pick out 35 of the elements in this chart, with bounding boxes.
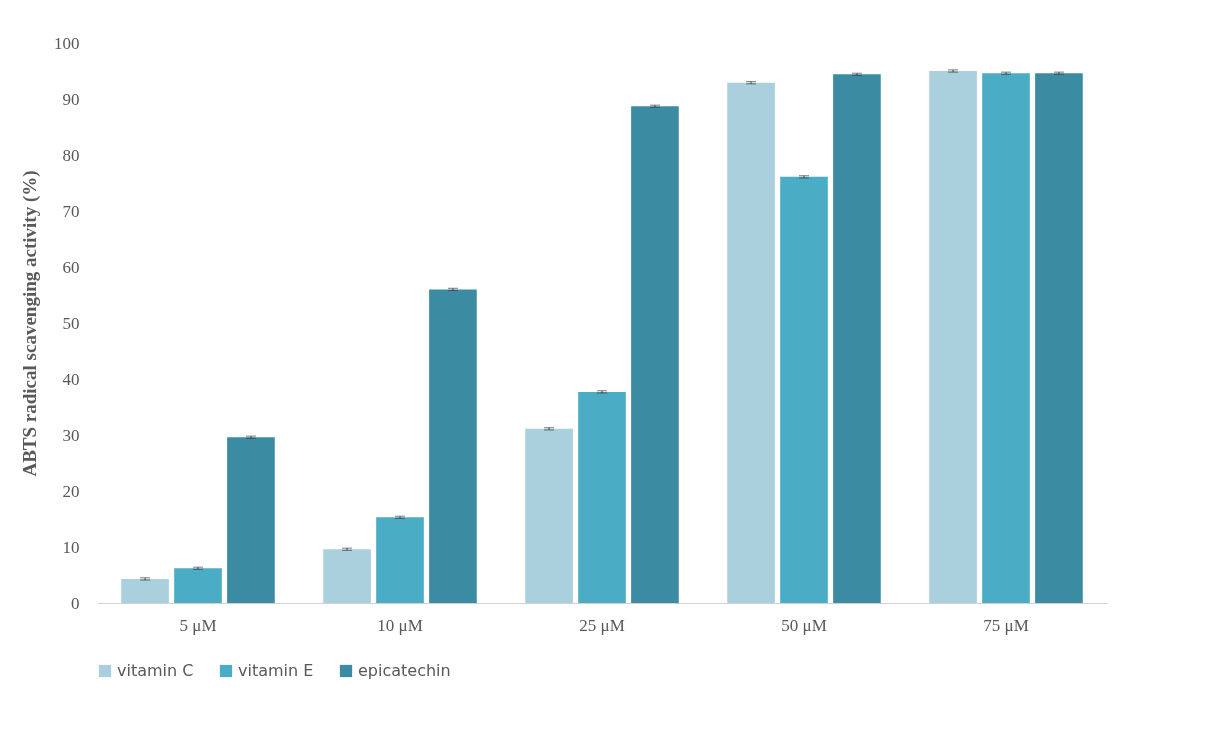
x-tick-label: 25 μM (579, 615, 625, 635)
bar (323, 549, 371, 603)
bar (929, 71, 977, 603)
y-tick-label: 10 (62, 537, 80, 557)
bar (833, 74, 881, 603)
bar (121, 578, 169, 603)
bar (631, 106, 679, 603)
y-tick-label: 70 (62, 201, 80, 221)
bar (376, 517, 424, 603)
legend-label: vitamin E (238, 661, 314, 680)
bar (780, 176, 828, 603)
y-tick-label: 80 (62, 145, 80, 165)
x-tick-label: 75 μM (983, 615, 1029, 635)
y-tick-label: 100 (54, 33, 80, 53)
legend-label: vitamin C (117, 661, 194, 680)
y-tick-label: 60 (62, 257, 80, 277)
bar (727, 82, 775, 603)
y-tick-label: 40 (62, 369, 80, 389)
bar (982, 73, 1030, 603)
legend-label: epicatechin (358, 661, 451, 680)
x-tick-label: 5 μM (179, 615, 217, 635)
x-tick-label: 50 μM (781, 615, 827, 635)
y-tick-label: 90 (62, 89, 80, 109)
y-tick-label: 30 (62, 425, 80, 445)
y-axis-title: ABTS radical scavenging activity (%) (19, 170, 41, 477)
bar (429, 289, 477, 603)
bar (578, 391, 626, 603)
bar (1035, 73, 1083, 603)
bar (227, 437, 275, 603)
bar (525, 428, 573, 603)
y-tick-label: 50 (62, 313, 80, 333)
bar (174, 568, 222, 603)
x-tick-label: 10 μM (377, 615, 423, 635)
y-tick-label: 0 (71, 593, 80, 613)
y-tick-label: 20 (62, 481, 80, 501)
